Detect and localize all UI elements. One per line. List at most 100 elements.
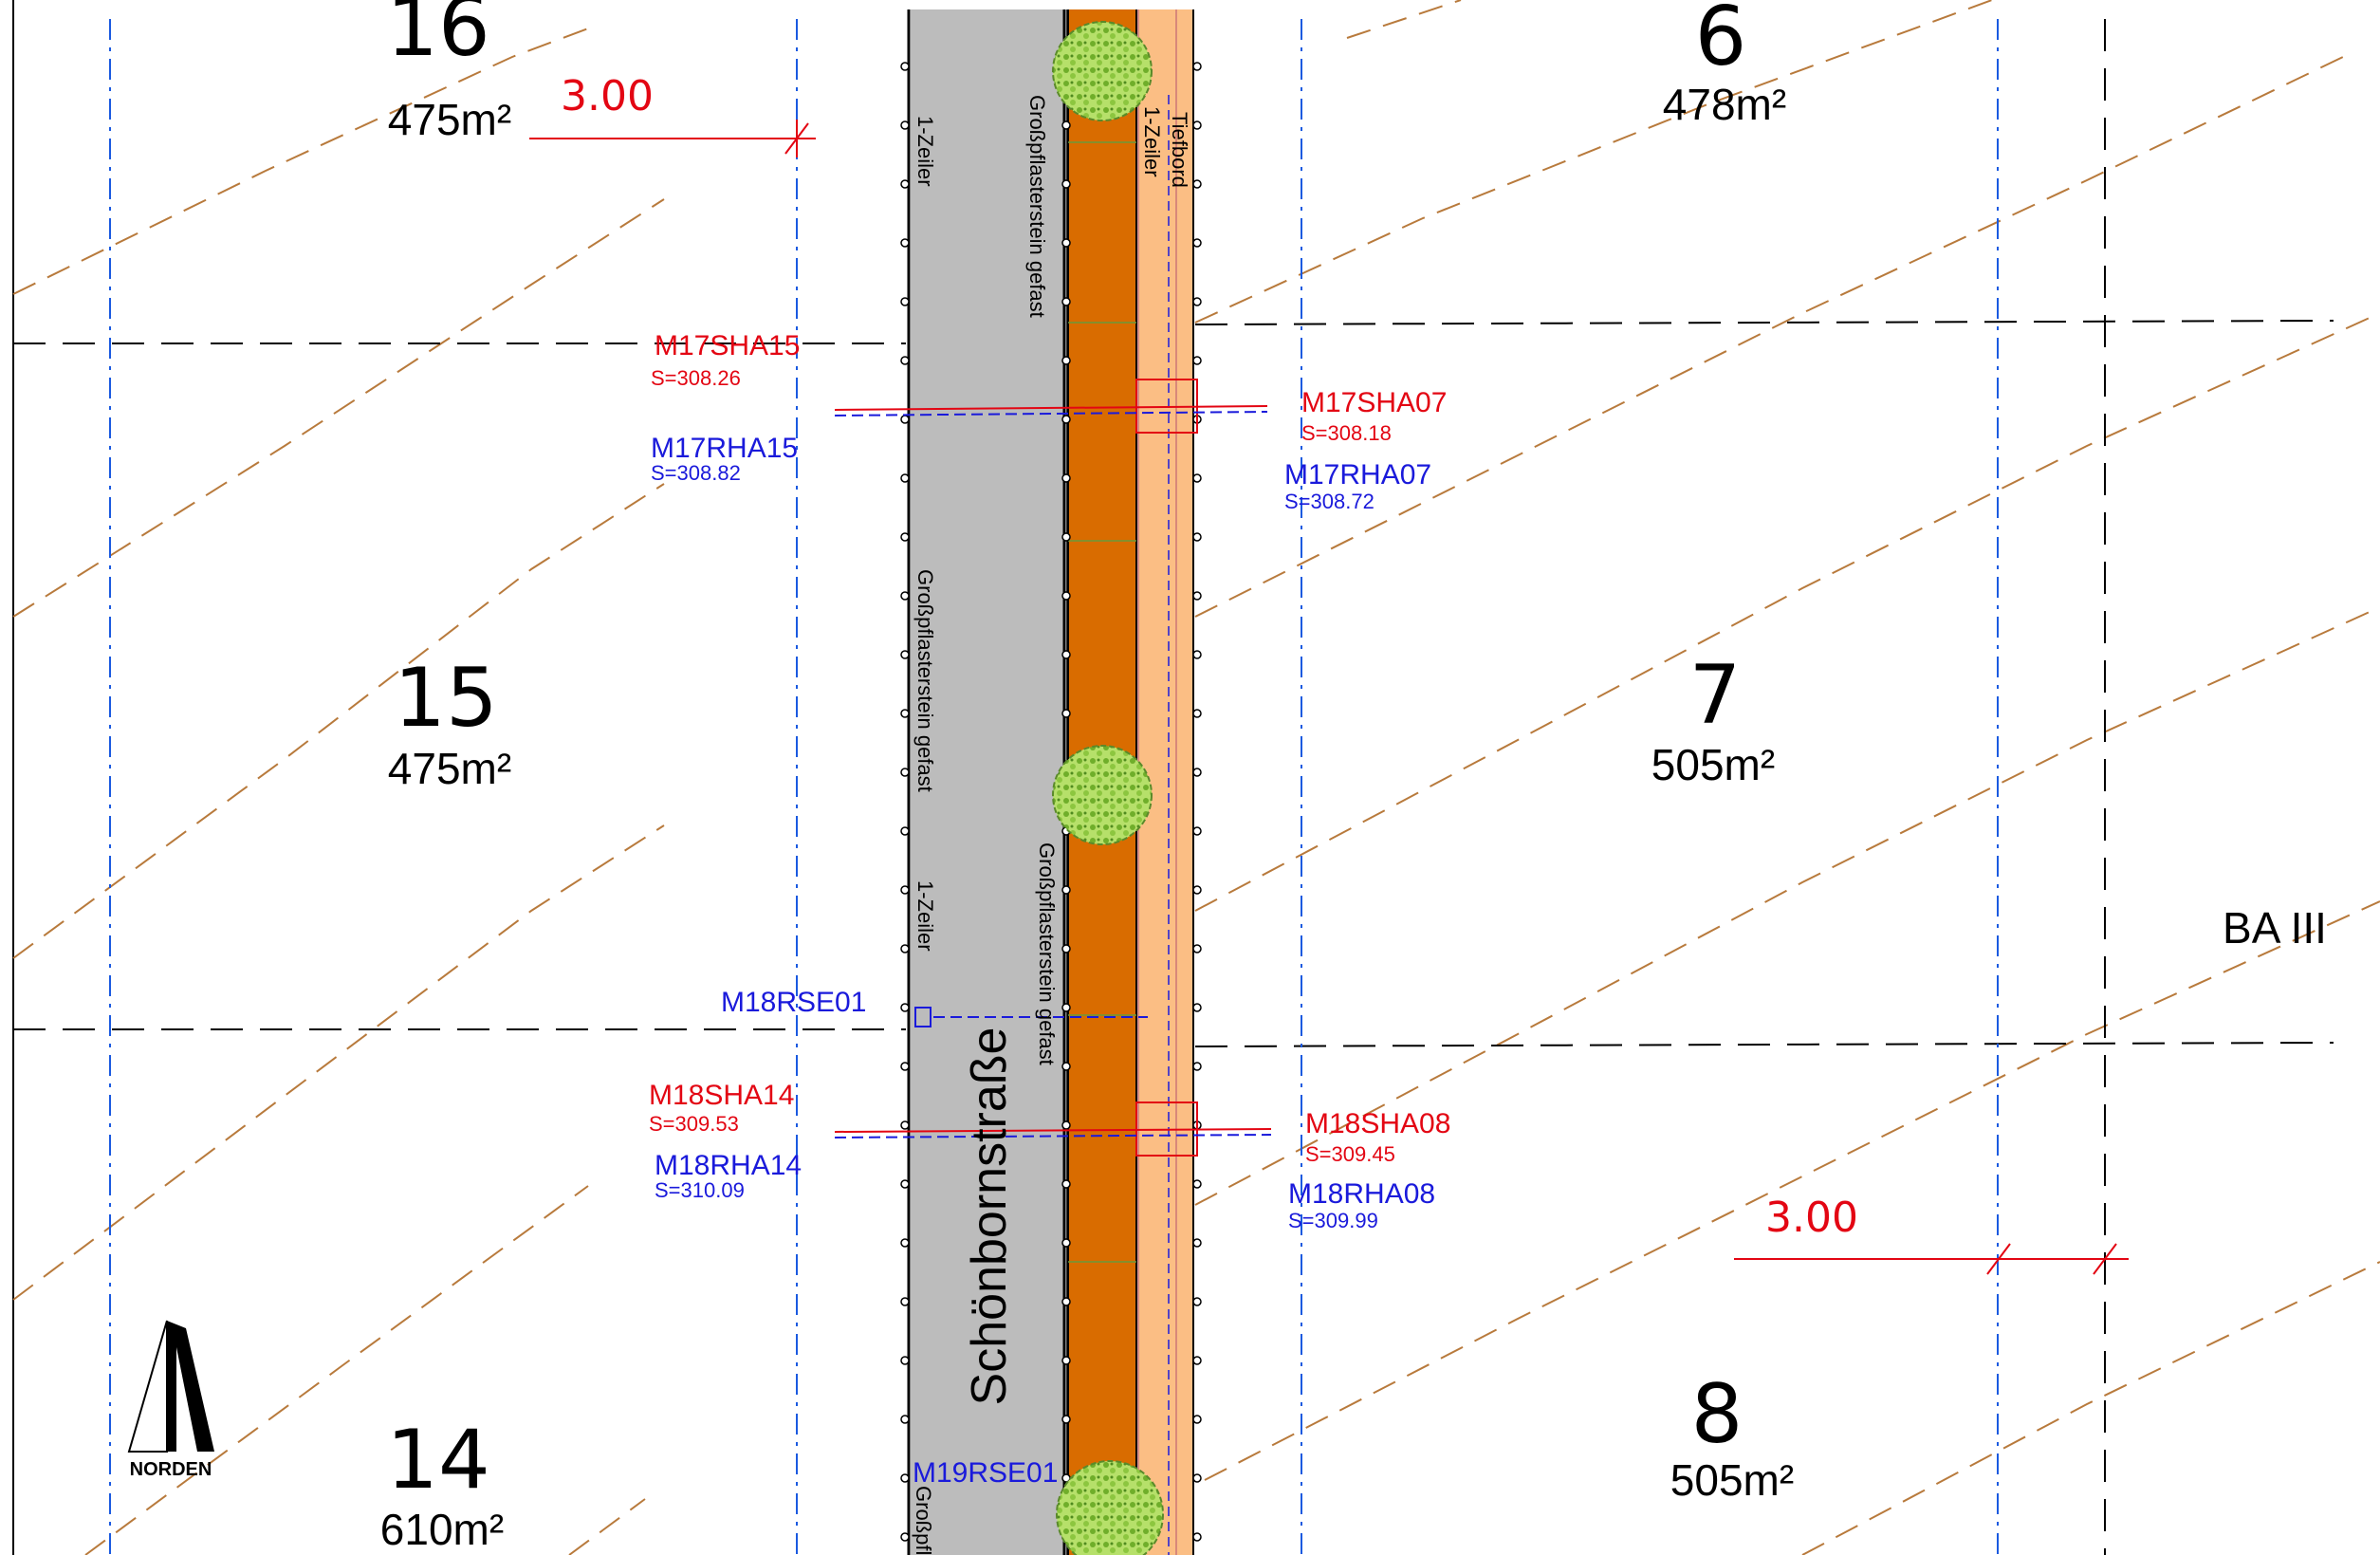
survey-point: [1061, 885, 1071, 895]
survey-point: [1192, 591, 1202, 601]
survey-point: [900, 356, 910, 365]
survey-point: [1061, 709, 1071, 718]
survey-point: [1192, 62, 1202, 71]
contour-lines: [12, 0, 2380, 1555]
survey-point: [900, 1473, 910, 1483]
survey-point: [1061, 1297, 1071, 1306]
survey-point: [1192, 238, 1202, 248]
survey-point: [900, 826, 910, 836]
paving-label: Großpflasterstein gefast: [913, 569, 937, 792]
dimension-bottom: 3.00: [1765, 1194, 1858, 1242]
survey-point: [1192, 297, 1202, 306]
paving-label: Großpflasterstein gefast: [1035, 842, 1059, 1065]
survey-point: [1061, 1120, 1071, 1130]
inlet-label: M19RSE01: [913, 1457, 1058, 1489]
survey-point: [1061, 297, 1071, 306]
survey-point: [900, 238, 910, 248]
connection-lines: [834, 405, 1272, 1138]
north-arrow: NORDEN: [127, 1320, 214, 1480]
sewer-value: S=308.82: [651, 461, 741, 485]
survey-point: [1061, 1062, 1071, 1071]
plot-area-16: 475m²: [388, 95, 511, 144]
survey-point: [900, 885, 910, 895]
survey-point: [900, 1120, 910, 1130]
sewer-label: M17SHA07: [1301, 387, 1447, 418]
survey-point: [1192, 650, 1202, 659]
survey-point: [1192, 1415, 1202, 1424]
row-label: 1-Zeiler: [1140, 106, 1164, 177]
inlet-symbol: [914, 1007, 932, 1027]
survey-point: [900, 473, 910, 483]
survey-point: [900, 1356, 910, 1365]
survey-point: [900, 650, 910, 659]
sewer-label: M17RHA15: [651, 433, 798, 464]
survey-point: [1192, 356, 1202, 365]
survey-point: [900, 591, 910, 601]
survey-point: [1061, 1003, 1071, 1012]
survey-point: [1192, 944, 1202, 953]
survey-point: [1192, 1179, 1202, 1189]
survey-point: [900, 120, 910, 130]
sewer-label: M17RHA07: [1284, 459, 1431, 491]
paving-label: Großpfl: [912, 1486, 935, 1555]
survey-point: [1192, 120, 1202, 130]
plot-number-15: 15: [394, 651, 497, 746]
survey-point: [1061, 591, 1071, 601]
survey-point: [1061, 356, 1071, 365]
building-lines: [109, 19, 1999, 1555]
sewer-labels: M17SHA15 S=308.26 M17RHA15 S=308.82 M17S…: [649, 330, 1450, 1232]
plot-area-15: 475m²: [388, 744, 511, 793]
survey-point: [1061, 415, 1071, 424]
survey-point: [1061, 473, 1071, 483]
survey-point: [1061, 120, 1071, 130]
survey-point: [900, 768, 910, 777]
survey-point: [1061, 650, 1071, 659]
plot-number-8: 8: [1691, 1367, 1743, 1462]
survey-point: [1192, 1062, 1202, 1071]
row-label: 1-Zeiler: [913, 880, 937, 952]
survey-point: [900, 709, 910, 718]
survey-point: [1192, 1473, 1202, 1483]
plot-area-6: 478m²: [1663, 80, 1786, 129]
sewer-label: M18SHA14: [649, 1080, 794, 1111]
plot-number-6: 6: [1695, 0, 1747, 84]
survey-point: [900, 62, 910, 71]
sewer-value: S=308.72: [1284, 490, 1374, 513]
survey-point: [900, 1415, 910, 1424]
survey-point: [1192, 179, 1202, 189]
tree-2: [1052, 745, 1153, 845]
survey-point: [1061, 179, 1071, 189]
sewer-value: S=310.09: [655, 1178, 745, 1202]
survey-point: [1192, 885, 1202, 895]
plot-number-7: 7: [1689, 648, 1742, 743]
survey-point: [900, 1238, 910, 1248]
survey-point: [1192, 709, 1202, 718]
dimension-top: 3.00: [561, 72, 654, 120]
plot-boundaries: [13, 19, 2334, 1555]
survey-point: [1192, 826, 1202, 836]
sewer-value: S=308.18: [1301, 421, 1392, 445]
survey-point: [900, 415, 910, 424]
survey-point: [1061, 1415, 1071, 1424]
paving-label: Großpflasterstein gefast: [1025, 95, 1049, 318]
survey-point: [900, 179, 910, 189]
survey-point: [1192, 768, 1202, 777]
sewer-value: S=309.53: [649, 1112, 739, 1136]
survey-point: [900, 1532, 910, 1542]
plot-number-14: 14: [386, 1413, 489, 1508]
survey-point: [1192, 1238, 1202, 1248]
survey-point: [900, 1179, 910, 1189]
survey-point: [1061, 1356, 1071, 1365]
tree-3: [1056, 1460, 1164, 1555]
tree-1: [1052, 21, 1153, 121]
sewer-value: S=308.26: [651, 366, 741, 390]
north-label: NORDEN: [130, 1459, 212, 1480]
sewer-value: S=309.99: [1288, 1209, 1378, 1232]
survey-point: [1061, 532, 1071, 542]
section-label: BA III: [2223, 903, 2327, 953]
survey-point: [1061, 1179, 1071, 1189]
plot-area-8: 505m²: [1670, 1455, 1794, 1505]
survey-point: [900, 1062, 910, 1071]
plot-number-16: 16: [386, 0, 489, 75]
survey-point: [1061, 1238, 1071, 1248]
